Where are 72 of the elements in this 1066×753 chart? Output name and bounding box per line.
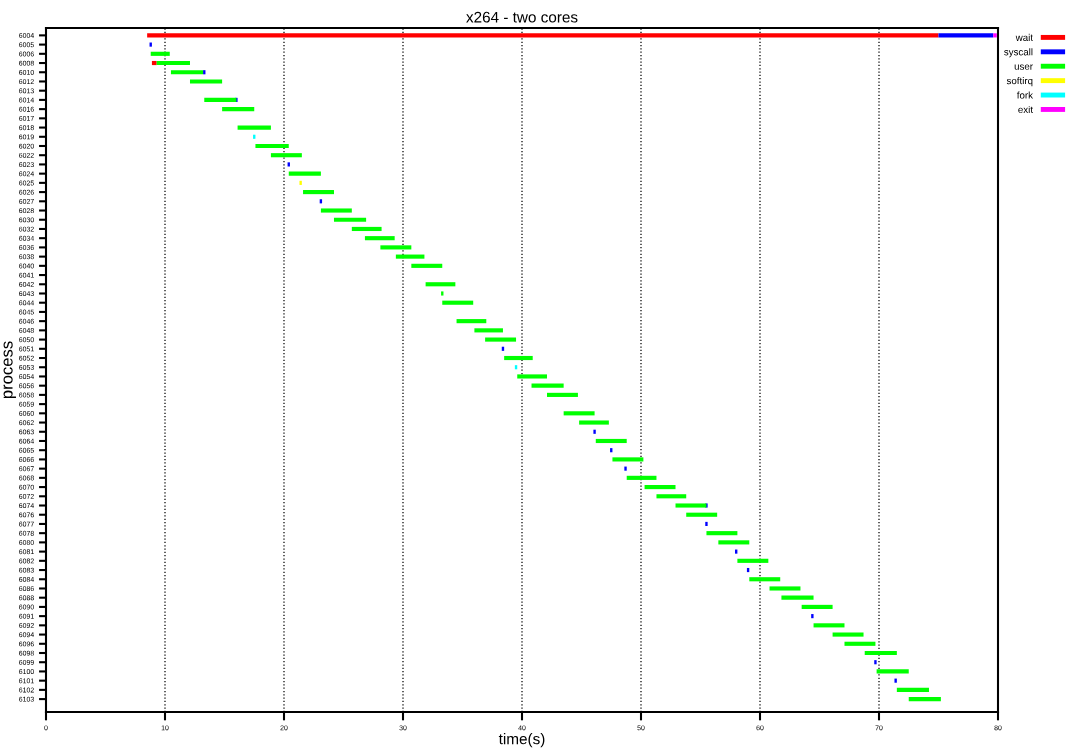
bar: [876, 669, 909, 674]
bar: [612, 457, 644, 462]
bar: [811, 614, 814, 619]
bar: [737, 558, 769, 563]
bar: [411, 263, 443, 268]
bar: [517, 374, 547, 379]
chart-title: x264 - two cores: [466, 11, 578, 23]
bar: [675, 503, 707, 508]
bar: [170, 70, 204, 75]
bar: [908, 697, 941, 702]
legend-label: wait: [1015, 33, 1033, 41]
bar: [781, 595, 814, 600]
bar: [441, 291, 444, 296]
bar: [938, 33, 994, 38]
bar: [813, 623, 845, 628]
legend-label: user: [1014, 64, 1033, 70]
bar: [425, 282, 456, 287]
bar: [749, 577, 781, 582]
bar: [156, 60, 190, 66]
bar: [204, 97, 237, 102]
bar: [299, 180, 302, 185]
bar: [333, 217, 367, 222]
bar: [237, 125, 271, 130]
bar: [896, 687, 929, 692]
legend-label: exit: [1018, 105, 1033, 114]
bar: [320, 208, 352, 213]
bar: [563, 411, 595, 416]
bar: [656, 494, 687, 499]
bar: [189, 79, 223, 84]
bar: [832, 632, 864, 637]
bar: [456, 319, 487, 324]
bar: [864, 650, 897, 656]
bar: [644, 485, 676, 490]
x-axis-title: time(s): [498, 733, 545, 748]
bar: [150, 51, 170, 56]
bar: [270, 153, 302, 158]
legend-label: softirq: [1006, 77, 1033, 87]
y-axis-title: process: [3, 341, 16, 399]
bar: [255, 143, 289, 149]
bar: [303, 190, 334, 195]
bar: [579, 420, 609, 425]
bar: [485, 337, 517, 342]
bar: [147, 33, 939, 38]
legend-label: fork: [1016, 91, 1034, 99]
bar: [705, 521, 708, 527]
bar: [769, 586, 801, 591]
bar: [894, 678, 897, 683]
bar: [351, 226, 382, 232]
bar: [718, 540, 750, 545]
legend-label: syscall: [1004, 48, 1033, 58]
bar: [874, 660, 877, 665]
bar: [593, 429, 596, 434]
bar: [686, 512, 718, 517]
bar: [706, 531, 738, 536]
bar: [531, 383, 564, 388]
bar: [395, 254, 425, 259]
bar: [151, 60, 157, 66]
bar: [364, 236, 395, 241]
bar: [474, 328, 503, 333]
bar: [801, 604, 833, 609]
bar: [380, 245, 412, 250]
bar: [595, 438, 627, 444]
bar: [222, 107, 255, 112]
bar: [624, 466, 627, 471]
bar: [288, 171, 321, 176]
bar: [993, 33, 997, 38]
bar: [442, 300, 474, 305]
bar: [504, 355, 533, 361]
bar: [287, 162, 290, 167]
bar: [626, 475, 657, 480]
bar: [546, 392, 578, 397]
bar: [844, 641, 876, 646]
